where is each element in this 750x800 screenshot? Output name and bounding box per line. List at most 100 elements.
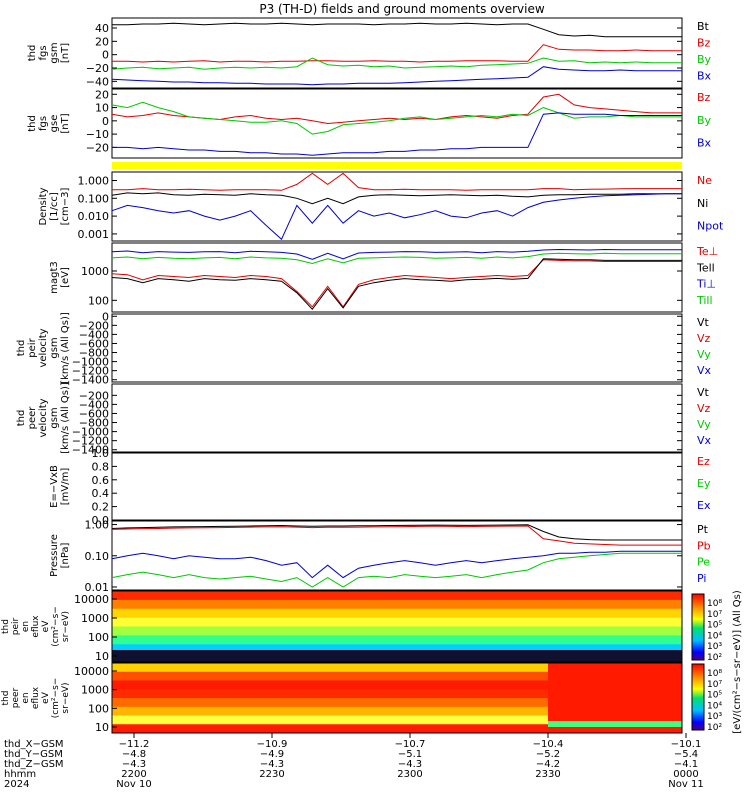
series-line-Bt bbox=[112, 22, 682, 38]
spectrogram-band bbox=[112, 663, 682, 673]
y-tick-label: 0.010 bbox=[78, 210, 110, 223]
series-line-Till bbox=[111, 252, 682, 265]
series-line-Pb bbox=[111, 525, 682, 546]
colorbar-tick-label: 10³ bbox=[707, 642, 722, 652]
legend-Ex: Ex bbox=[697, 499, 711, 512]
series-line-Ni bbox=[111, 192, 682, 205]
spectrogram-band bbox=[112, 698, 682, 708]
y-tick-label: −10 bbox=[86, 128, 109, 141]
colorbar-tick-label: 10⁵ bbox=[707, 691, 722, 701]
colorbar-tick-label: 10³ bbox=[707, 712, 722, 722]
y-axis-label-line: thd bbox=[16, 340, 27, 357]
legend-Pe: Pe bbox=[697, 556, 710, 569]
legend-Vy: Vy bbox=[697, 348, 711, 361]
legend-Te⊥: Te⊥ bbox=[696, 245, 718, 258]
y-tick-label: 10 bbox=[95, 650, 109, 663]
time-axis: thd_X−GSM −11.2 −10.9 −10.7 −10.4 −10.1 thd_Y−… bbox=[4, 733, 704, 790]
y-tick-label: 0.6 bbox=[92, 474, 110, 487]
y-tick-label: 0.0 bbox=[92, 514, 110, 527]
colorbar-strip bbox=[691, 663, 705, 731]
y-axis-label-line: fgs bbox=[38, 116, 49, 131]
axis-row-value: 2200 bbox=[121, 769, 146, 780]
y-axis-label-line: en bbox=[21, 692, 31, 703]
axis-row-value: −4.2 bbox=[536, 759, 560, 770]
y-tick-label: 0 bbox=[102, 310, 109, 323]
spectrogram-band bbox=[112, 715, 682, 725]
y-tick-label: −400 bbox=[79, 398, 109, 411]
spectrogram-band bbox=[548, 663, 682, 721]
y-axis-label-line: thd bbox=[1, 691, 11, 706]
axis-row-value: −4.3 bbox=[398, 759, 422, 770]
legend-Vt: Vt bbox=[697, 386, 710, 399]
colorbar-tick-label: 10⁸ bbox=[707, 669, 722, 679]
y-axis-label-line: thd bbox=[27, 115, 38, 132]
spectrogram-band bbox=[112, 626, 682, 636]
legend-Bx: Bx bbox=[697, 70, 712, 83]
y-tick-label: 1.00 bbox=[85, 519, 110, 532]
legend-Pi: Pi bbox=[697, 572, 706, 585]
axis-row-label: 2024 bbox=[4, 779, 29, 790]
series-line-By bbox=[111, 57, 682, 70]
axis-row-value: 0000 bbox=[673, 769, 698, 780]
y-axis-label: E=−VxB [mV/m] bbox=[49, 465, 71, 508]
spectrogram-band bbox=[112, 724, 682, 734]
y-tick-label: 20 bbox=[95, 35, 109, 48]
series-line-Ne bbox=[112, 172, 682, 191]
y-tick-label: 1000 bbox=[81, 265, 109, 278]
panel-frame bbox=[111, 313, 683, 383]
y-axis-label-line: [cm−3] bbox=[60, 188, 71, 226]
y-tick-label: 10000 bbox=[74, 665, 109, 678]
spectrogram-band bbox=[112, 644, 682, 654]
y-tick-label: −40 bbox=[86, 75, 109, 88]
series-line-Pi bbox=[111, 550, 682, 579]
y-tick-label: 0.4 bbox=[92, 487, 110, 500]
y-axis-label-line: thd bbox=[16, 410, 27, 427]
colorbar-tick-label: 10⁷ bbox=[707, 680, 722, 690]
series-line-Pt bbox=[111, 524, 682, 541]
y-axis-label-line: (cm²−s− bbox=[51, 678, 61, 719]
y-axis-label-line: E=−VxB bbox=[49, 465, 60, 508]
y-tick-label: 1000 bbox=[81, 612, 109, 625]
flag-bar bbox=[112, 162, 682, 169]
legend-Bx: Bx bbox=[697, 137, 712, 150]
legend-Ez: Ez bbox=[697, 455, 710, 468]
legend-Vy: Vy bbox=[697, 418, 711, 431]
panel-frame bbox=[111, 171, 683, 242]
y-axis-label-line: thd bbox=[27, 45, 38, 62]
axis-row-label: thd_Z−GSM bbox=[4, 759, 64, 770]
y-axis-label-line: eflux bbox=[31, 615, 41, 638]
y-tick-label: 100 bbox=[88, 294, 109, 307]
y-tick-label: 100 bbox=[88, 702, 109, 715]
y-axis-label-line: sr−eV) bbox=[61, 611, 71, 642]
axis-row-value: −10.7 bbox=[395, 739, 426, 750]
colorbar-tick-label: 10⁵ bbox=[707, 621, 722, 631]
axis-row-value: 2300 bbox=[397, 769, 422, 780]
y-tick-label: −600 bbox=[79, 337, 109, 350]
panel-frame bbox=[111, 452, 683, 521]
panel-pressure: 1.00 0.10 0.01 Pressure [nPa] Pt Pb Pe Pi bbox=[49, 519, 711, 594]
legend-Tell: Tell bbox=[696, 261, 715, 274]
y-axis-label-line: [nPa] bbox=[60, 542, 71, 568]
y-axis-label-line: velocity bbox=[38, 398, 49, 437]
legend-Ni: Ni bbox=[697, 197, 708, 210]
y-tick-label: 1000 bbox=[81, 684, 109, 697]
y-axis-label-line: sr−eV) bbox=[61, 682, 71, 713]
y-tick-label: −600 bbox=[79, 407, 109, 420]
legend-Vz: Vz bbox=[697, 332, 711, 345]
colorbar-tick-label: 10² bbox=[707, 723, 722, 733]
y-axis-label: Pressure [nPa] bbox=[49, 534, 71, 577]
axis-row-value: 2230 bbox=[259, 769, 284, 780]
y-tick-label: 0.01 bbox=[85, 581, 110, 594]
axis-row-value: −10.9 bbox=[257, 739, 288, 750]
axis-row-value: −5.1 bbox=[398, 749, 422, 760]
spectrogram-band bbox=[112, 680, 682, 690]
y-axis-label-line: eV bbox=[41, 620, 51, 633]
legend-Bz: Bz bbox=[697, 37, 711, 50]
series-line-Bz bbox=[112, 44, 682, 63]
colorbar-tick-label: 10⁸ bbox=[707, 599, 722, 609]
